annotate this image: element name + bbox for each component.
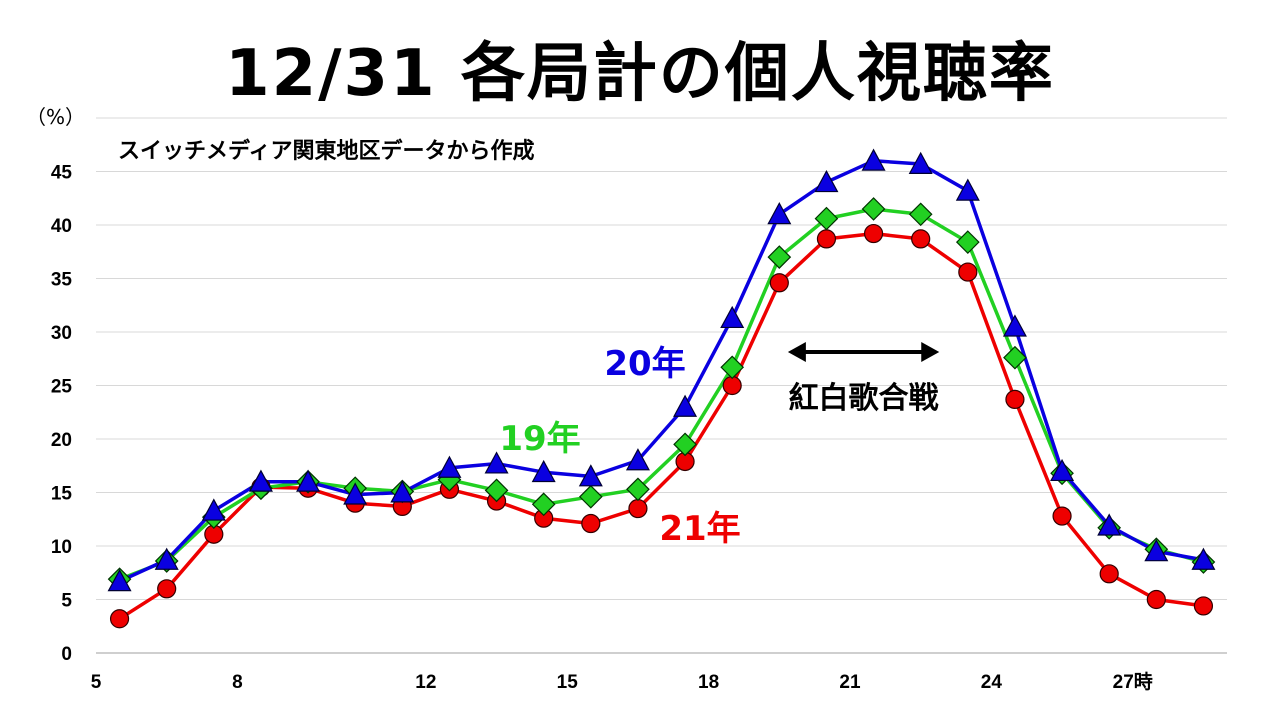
data-point [814,206,839,231]
data-point [484,451,509,474]
data-point [1099,564,1119,584]
data-point [720,355,745,380]
data-point [769,273,789,293]
data-point [720,305,745,329]
x-tick-label: 15 [557,672,579,693]
y-tick-label: 25 [51,377,73,398]
data-point [1003,345,1027,370]
y-tick-label: 45 [51,163,73,184]
data-point [390,480,415,503]
data-point [625,448,650,471]
data-point [626,477,650,502]
data-point [1191,547,1216,570]
series-label: 20年 [604,344,685,384]
data-point [437,455,462,478]
y-tick-label: 40 [51,216,72,237]
data-point [531,492,556,517]
x-tick-label: 27時 [1113,671,1153,693]
data-point [578,484,603,509]
data-point [767,245,792,269]
data-point [1050,458,1075,482]
x-tick-label: 24 [981,672,1003,693]
data-point [861,197,886,221]
y-unit-label: （%） [26,105,86,129]
data-point [911,229,931,249]
data-point [157,579,177,599]
x-tick-label: 8 [232,672,243,693]
data-point [109,609,130,629]
source-note: スイッチメディア関東地区データから作成 [118,139,535,164]
data-point [908,151,933,174]
data-point [484,478,509,503]
data-point [248,469,273,492]
data-point [673,394,698,417]
series-line [118,231,1204,621]
y-tick-label: 30 [51,323,72,344]
data-point [1002,314,1027,337]
x-tick-label: 18 [698,672,719,693]
x-tick-label: 21 [839,672,861,693]
data-point [1146,589,1166,610]
data-point [722,375,742,396]
data-point [1193,596,1214,616]
data-point [958,262,978,282]
data-point [673,432,697,457]
y-tick-label: 0 [61,644,72,665]
data-point [863,223,884,244]
data-point [955,230,980,254]
data-point [628,498,648,519]
data-point [531,459,556,483]
y-tick-label: 20 [51,430,72,451]
data-point [767,202,792,225]
data-point [1052,506,1072,526]
data-point [814,169,839,193]
series-label: 21年 [659,509,740,549]
annotation-arrowhead-left [787,342,806,362]
data-point [107,569,132,592]
data-point [154,547,179,570]
y-tick-label: 15 [51,484,73,505]
data-point [296,469,321,492]
data-point [581,513,601,534]
y-tick-label: 35 [51,270,73,291]
series-label: 19年 [499,419,580,459]
annotation-label: 紅白歌合戦 [789,381,939,416]
data-point [1097,513,1122,536]
data-point [1144,539,1169,562]
data-point [816,229,837,249]
data-point [578,464,603,487]
data-point [343,482,368,505]
chart-title: 12/31 各局計の個人視聴率 [225,37,1055,111]
data-point [201,498,226,521]
x-tick-label: 12 [415,672,436,693]
data-point [955,178,980,201]
annotation-arrowhead-right [921,342,940,362]
y-tick-label: 10 [51,537,72,558]
data-point [908,202,933,227]
data-point [861,148,886,171]
x-tick-label: 5 [91,672,102,693]
y-tick-label: 5 [61,591,72,612]
data-point [1005,389,1025,410]
